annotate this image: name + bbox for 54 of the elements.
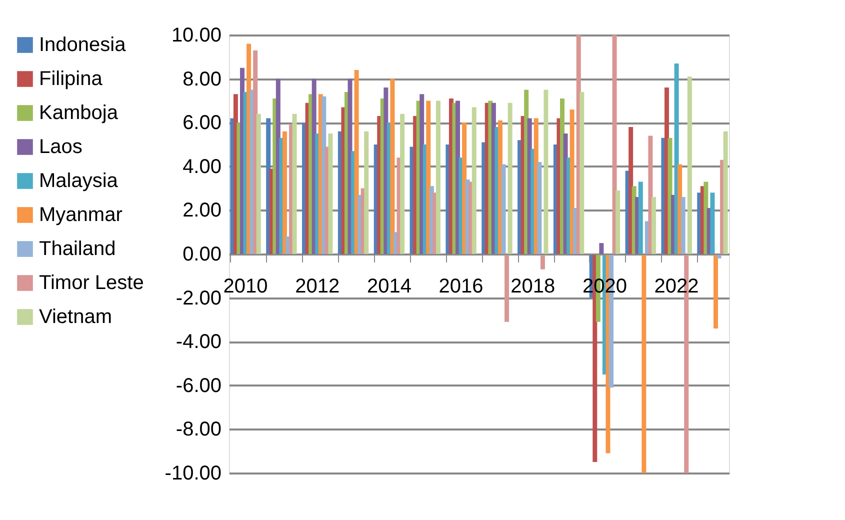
y-tick-label: -4.00: [176, 331, 222, 354]
bar: [540, 254, 545, 270]
bar: [390, 78, 395, 254]
y-tick-label: -6.00: [176, 374, 222, 397]
bar: [599, 243, 604, 254]
bar: [400, 114, 405, 254]
y-tick-label: 8.00: [182, 68, 222, 90]
legend-label: Filipina: [39, 68, 104, 90]
y-tick-label: -2.00: [176, 287, 222, 310]
bar: [501, 164, 506, 254]
bar: [680, 197, 686, 254]
legend-label: Kamboja: [39, 102, 119, 124]
y-tick-label: -10.00: [164, 462, 222, 484]
bar: [504, 254, 510, 322]
legend-label: Laos: [39, 136, 82, 158]
bar: [282, 131, 287, 254]
y-tick-label: -8.00: [176, 418, 222, 441]
bar: [714, 254, 718, 328]
legend-label: Malaysia: [39, 170, 119, 192]
bar: [580, 92, 584, 254]
y-tick-label: 10.00: [171, 24, 222, 46]
legend-label: Indonesia: [39, 34, 127, 56]
bar: [426, 100, 431, 254]
x-tick-label: 2012: [295, 276, 340, 298]
bar: [328, 134, 333, 254]
bar: [544, 90, 548, 254]
bar: [687, 76, 692, 254]
legend-label: Thailand: [39, 238, 116, 260]
bar: [642, 254, 646, 473]
bar: [638, 182, 643, 254]
bar: [436, 100, 440, 254]
bar: [616, 190, 620, 254]
bar: [472, 107, 476, 254]
bar: [537, 162, 542, 254]
y-tick-label: 6.00: [182, 112, 222, 134]
x-tick-label: 2014: [366, 276, 412, 298]
y-tick-label: 4.00: [182, 156, 222, 178]
legend-label: Myanmar: [39, 204, 123, 226]
bar: [612, 35, 617, 254]
legend-label: Vietnam: [39, 306, 112, 328]
y-tick-label: 0.00: [182, 244, 222, 266]
x-tick-label: 2016: [438, 276, 484, 298]
bar: [364, 131, 369, 254]
x-tick-label: 2018: [510, 276, 556, 298]
bar: [723, 131, 728, 254]
x-tick-label: 2010: [223, 276, 268, 298]
bar: [710, 192, 715, 254]
bar: [256, 114, 261, 254]
x-tick-label: 2022: [654, 276, 699, 298]
y-tick-label: 2.00: [182, 200, 222, 222]
bar: [292, 114, 297, 254]
bar: [651, 197, 656, 254]
bar: [508, 102, 512, 254]
legend-label: Timor Leste: [39, 272, 144, 294]
